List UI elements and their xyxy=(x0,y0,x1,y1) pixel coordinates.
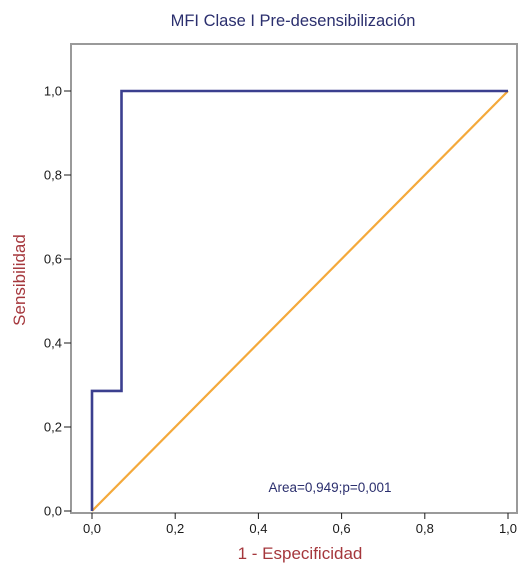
chart-title: MFI Clase I Pre-desensibilización xyxy=(171,12,416,30)
y-tick-label: 0,8 xyxy=(44,168,62,183)
y-axis-label: Sensibilidad xyxy=(10,234,29,326)
x-tick-label: 1,0 xyxy=(499,521,517,536)
x-tick-label: 0,0 xyxy=(83,521,101,536)
plot-frame xyxy=(70,43,518,514)
x-axis-ticks: 0,0 0,2 0,4 0,6 0,8 1,0 xyxy=(83,513,517,536)
x-tick-label: 0,2 xyxy=(166,521,184,536)
y-tick-label: 1,0 xyxy=(44,84,62,99)
auc-annotation: Area=0,949;p=0,001 xyxy=(268,480,391,495)
y-tick-label: 0,6 xyxy=(44,252,62,267)
series-layer xyxy=(90,89,509,512)
y-tick-label: 0,2 xyxy=(44,420,62,435)
roc-curve-line xyxy=(90,89,508,511)
y-tick-label: 0,0 xyxy=(44,504,62,519)
reference-diagonal-line xyxy=(91,90,509,512)
x-tick-label: 0,6 xyxy=(333,521,351,536)
y-tick-label: 0,4 xyxy=(44,336,62,351)
y-axis-ticks: 0,0 0,2 0,4 0,6 0,8 1,0 xyxy=(44,84,71,519)
x-tick-label: 0,8 xyxy=(416,521,434,536)
x-axis-label: 1 - Especificidad xyxy=(238,544,363,563)
x-tick-label: 0,4 xyxy=(249,521,267,536)
